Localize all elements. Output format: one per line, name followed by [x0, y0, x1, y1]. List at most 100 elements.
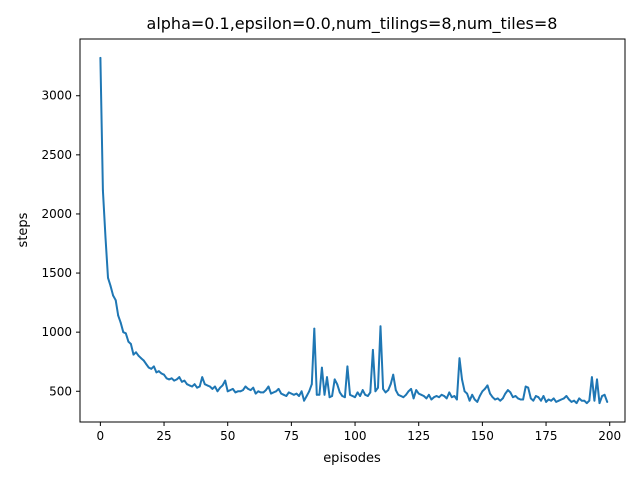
series-point	[568, 398, 570, 401]
series-point	[512, 396, 514, 399]
series-point	[519, 398, 522, 401]
series-point	[290, 392, 293, 395]
y-axis-label: steps	[16, 212, 31, 247]
series-point	[504, 392, 507, 395]
series-point	[356, 391, 359, 394]
series-point	[216, 390, 219, 393]
series-point	[463, 390, 466, 393]
series-point	[509, 391, 512, 394]
chart-title: alpha=0.1,epsilon=0.0,num_tilings=8,num_…	[147, 14, 558, 34]
series-point	[119, 321, 122, 324]
series-point	[415, 389, 418, 391]
series-point	[532, 399, 535, 402]
series-point	[438, 396, 440, 399]
series-point	[201, 376, 204, 378]
series-point	[496, 397, 499, 400]
series-point	[351, 395, 354, 397]
series-point	[173, 379, 176, 382]
series-point	[341, 395, 344, 397]
series-point	[163, 373, 165, 376]
series-point	[545, 401, 547, 403]
series-point	[361, 389, 364, 391]
x-tick-label: 50	[220, 429, 235, 443]
series-point	[219, 386, 222, 389]
series-point	[112, 294, 114, 297]
series-point	[132, 353, 135, 356]
series-point	[346, 365, 349, 368]
series-point	[326, 376, 328, 378]
series-point	[529, 397, 532, 400]
series-point	[494, 398, 496, 401]
series-point	[181, 380, 183, 383]
series-point	[193, 383, 196, 386]
series-point	[433, 396, 435, 399]
plot-frame	[79, 38, 626, 423]
series-point	[484, 388, 486, 390]
x-tick-label: 100	[344, 429, 367, 443]
series-point	[305, 395, 308, 397]
series-point	[591, 376, 593, 378]
series-point	[203, 383, 206, 386]
series-point	[596, 378, 598, 381]
series-point	[183, 379, 186, 382]
series-point	[458, 357, 461, 360]
series-point	[412, 397, 415, 400]
series-point	[387, 389, 390, 391]
series-point	[280, 392, 283, 395]
series-point	[293, 393, 295, 396]
series-point	[150, 367, 153, 370]
series-point	[310, 383, 313, 386]
series-point	[277, 388, 280, 390]
series-point	[448, 391, 451, 394]
series-point	[537, 396, 540, 399]
series-point	[540, 399, 542, 402]
series-point	[397, 393, 400, 396]
series-point	[392, 373, 395, 376]
series-point	[514, 395, 517, 397]
series-point	[160, 372, 163, 375]
series-point	[275, 390, 277, 393]
series-point	[481, 390, 484, 393]
series-point	[303, 399, 305, 402]
series-point	[135, 351, 137, 354]
series-point	[547, 398, 550, 401]
series-point	[517, 397, 519, 400]
x-tick-label: 150	[471, 429, 494, 443]
series-point	[226, 390, 229, 393]
series-point	[366, 395, 369, 397]
series-point	[221, 384, 224, 387]
series-point	[175, 378, 178, 381]
series-point	[499, 399, 502, 402]
series-point	[394, 389, 397, 391]
series-point	[389, 383, 392, 386]
series-point	[262, 391, 265, 394]
series-point	[585, 402, 588, 404]
series-point	[473, 398, 476, 401]
series-point	[285, 395, 288, 397]
series-point	[557, 399, 560, 402]
series-point	[359, 395, 361, 397]
series-point	[580, 399, 583, 402]
series-point	[588, 399, 591, 402]
series-point	[272, 391, 275, 394]
series-point	[583, 399, 586, 402]
x-tick-label: 200	[598, 429, 621, 443]
series-point	[476, 401, 479, 403]
series-point	[140, 357, 143, 360]
y-tick-label: 2500	[41, 148, 72, 162]
x-axis-ticks: 0 25 50 75 100 125 150 175 200	[97, 422, 621, 443]
series-point	[430, 398, 433, 401]
series-point	[349, 393, 351, 396]
series-point	[142, 359, 145, 362]
series-point	[598, 402, 601, 404]
series-point	[224, 379, 227, 382]
series-point	[298, 395, 300, 397]
series-point	[384, 391, 387, 394]
series-point	[158, 370, 160, 373]
series-point	[466, 392, 468, 395]
series-point	[336, 383, 339, 386]
series-point	[104, 236, 107, 239]
series-point	[328, 396, 331, 399]
series-point	[560, 398, 563, 401]
